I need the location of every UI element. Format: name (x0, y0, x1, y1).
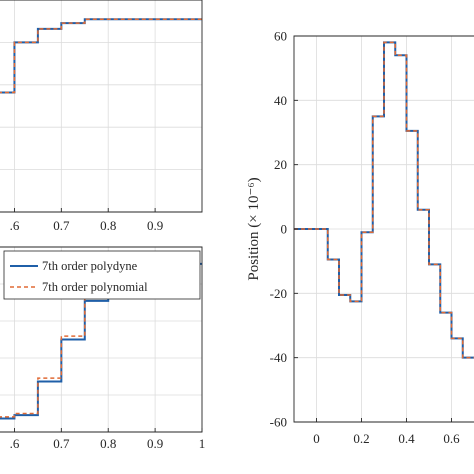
legend: 7th order polydyne 7th order polynomial (3, 250, 201, 300)
y-tick-label: 0 (281, 222, 288, 237)
x-tick-label: 0 (313, 431, 320, 446)
x-tick-label: 0.8 (100, 218, 116, 233)
series-line-polydyne (0, 18, 202, 94)
y-axis-label-right: Position (× 10⁻⁶) (246, 177, 262, 280)
series-line-polynomial (294, 41, 474, 359)
x-tick-label: 0.9 (147, 436, 163, 451)
x-tick-label: 0.8 (100, 436, 116, 451)
axes-frame-top-left (0, 0, 203, 213)
x-tick-label: 0.7 (53, 218, 70, 233)
y-tick-label: -40 (270, 350, 287, 365)
legend-label-polynomial: 7th order polynomial (42, 280, 148, 294)
y-tick-label: 60 (274, 29, 287, 44)
series-line-polydyne (294, 41, 474, 359)
y-tick-label: 40 (274, 93, 287, 108)
x-tick-label: 0.9 (147, 218, 163, 233)
x-tick-label: 1 (199, 436, 206, 451)
x-tick-label: 0.2 (353, 431, 369, 446)
x-tick-label: 0.4 (398, 431, 415, 446)
x-tick-label: .6 (10, 436, 20, 451)
legend-label-polydyne: 7th order polydyne (42, 259, 138, 273)
panel-right: 0 0.2 0.4 0.6 -60 -40 -20 0 20 40 60 Position (× 1… (246, 29, 474, 446)
series-line-polynomial (0, 263, 202, 418)
y-tick-label: -60 (270, 415, 287, 430)
y-tick-label: 20 (274, 157, 287, 172)
axes-frame-bottom-left (0, 246, 203, 433)
legend-box (3, 250, 201, 300)
x-tick-label: 0.6 (443, 431, 460, 446)
series-line-polynomial (0, 18, 202, 94)
panel-top-left: .6 0.7 0.8 0.9 (0, 0, 203, 233)
x-tick-label: .6 (10, 218, 20, 233)
x-tick-label: 0.7 (53, 436, 70, 451)
panel-bottom-left: .6 0.7 0.8 0.9 1 7th order polydyne 7th orde… (0, 246, 206, 451)
y-tick-label: -20 (270, 286, 287, 301)
